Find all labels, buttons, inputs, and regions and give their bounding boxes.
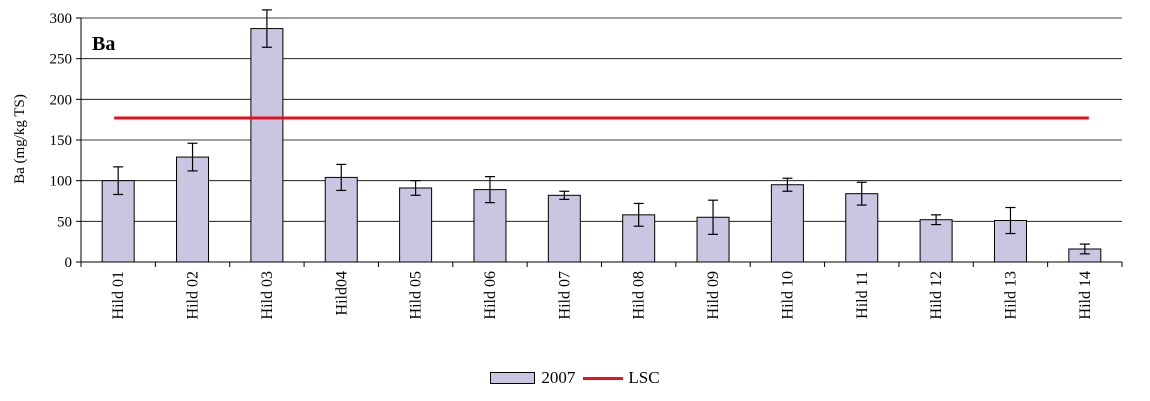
legend-label-2007: 2007 (541, 368, 576, 387)
x-tick-label: Hild 10 (779, 271, 796, 319)
chart-title: Ba (92, 33, 115, 55)
legend: 2007 LSC (0, 368, 1150, 388)
x-tick-label: Hild 09 (705, 271, 722, 319)
y-axis-label: Ba (mg/kg TS) (12, 94, 28, 184)
y-tick-label: 200 (50, 92, 73, 108)
x-tick-label: Hild 11 (854, 271, 871, 319)
y-tick-label: 0 (65, 255, 73, 271)
bar (547, 194, 581, 263)
bar (250, 28, 284, 263)
legend-item-lsc: LSC (583, 368, 660, 388)
y-tick-label: 50 (57, 214, 72, 230)
grid-layer (81, 17, 1122, 222)
axis-layer: 0 50 100 150 200 250 300 Hild 01 Hild 02 Hild 03 H… (50, 11, 1123, 319)
x-tick-label: Hild 12 (928, 271, 945, 319)
x-tick-label: Hild 07 (556, 271, 573, 319)
legend-swatch-bar (490, 372, 536, 384)
legend-item-2007: 2007 (490, 368, 575, 388)
x-tick-label: Hild 05 (408, 271, 425, 319)
bar (919, 219, 953, 263)
x-tick-label: Hild 02 (185, 271, 202, 319)
y-tick-label: 300 (50, 11, 73, 27)
x-tick-label: Hild 06 (482, 271, 499, 319)
legend-swatch-line (583, 376, 624, 380)
x-tick-label: Hild 14 (1077, 271, 1094, 319)
bar (176, 156, 210, 263)
y-tick-label: 100 (50, 174, 73, 190)
legend-label-lsc: LSC (628, 368, 660, 387)
y-tick-label: 250 (50, 52, 73, 68)
bar (324, 176, 358, 263)
y-tick-label: 150 (50, 133, 73, 149)
error-bar-layer (113, 9, 1090, 255)
x-tick-label: Hild 03 (259, 271, 276, 319)
x-tick-label: Hild 08 (631, 271, 648, 319)
bar (770, 184, 804, 263)
x-tick-label: Hild 13 (1002, 271, 1019, 319)
bar-layer (101, 28, 1102, 263)
bar (399, 187, 433, 263)
x-tick-label: Hild04 (333, 271, 350, 315)
x-tick-label: Hild 01 (110, 271, 127, 319)
